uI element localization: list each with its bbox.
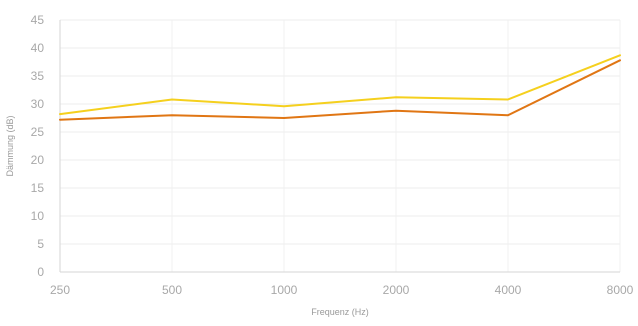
- y-tick-label: 0: [37, 265, 44, 279]
- x-tick-label: 1000: [271, 283, 298, 297]
- series-line-2: [59, 59, 621, 121]
- y-tick-label: 30: [31, 97, 45, 111]
- y-tick-label: 25: [31, 125, 45, 139]
- x-tick-label: 500: [162, 283, 182, 297]
- y-axis-title: Dämmung (dB): [5, 115, 15, 176]
- y-tick-label: 40: [31, 41, 45, 55]
- y-tick-label: 45: [31, 13, 45, 27]
- x-axis-title: Frequenz (Hz): [311, 307, 369, 317]
- y-tick-label: 5: [37, 237, 44, 251]
- x-tick-label: 2000: [383, 283, 410, 297]
- series-line-1: [59, 54, 621, 116]
- x-tick-label: 8000: [607, 283, 634, 297]
- y-tick-label: 10: [31, 209, 45, 223]
- y-tick-label: 15: [31, 181, 45, 195]
- y-tick-label: 35: [31, 69, 45, 83]
- axes: 0 5 10 15 20 25 30 35 40 45 250 500 1000 2000 4000 8000: [31, 13, 634, 297]
- x-tick-label: 250: [50, 283, 70, 297]
- series-lines: [59, 54, 621, 121]
- grid: [60, 19, 621, 272]
- x-tick-label: 4000: [495, 283, 522, 297]
- y-tick-label: 20: [31, 153, 45, 167]
